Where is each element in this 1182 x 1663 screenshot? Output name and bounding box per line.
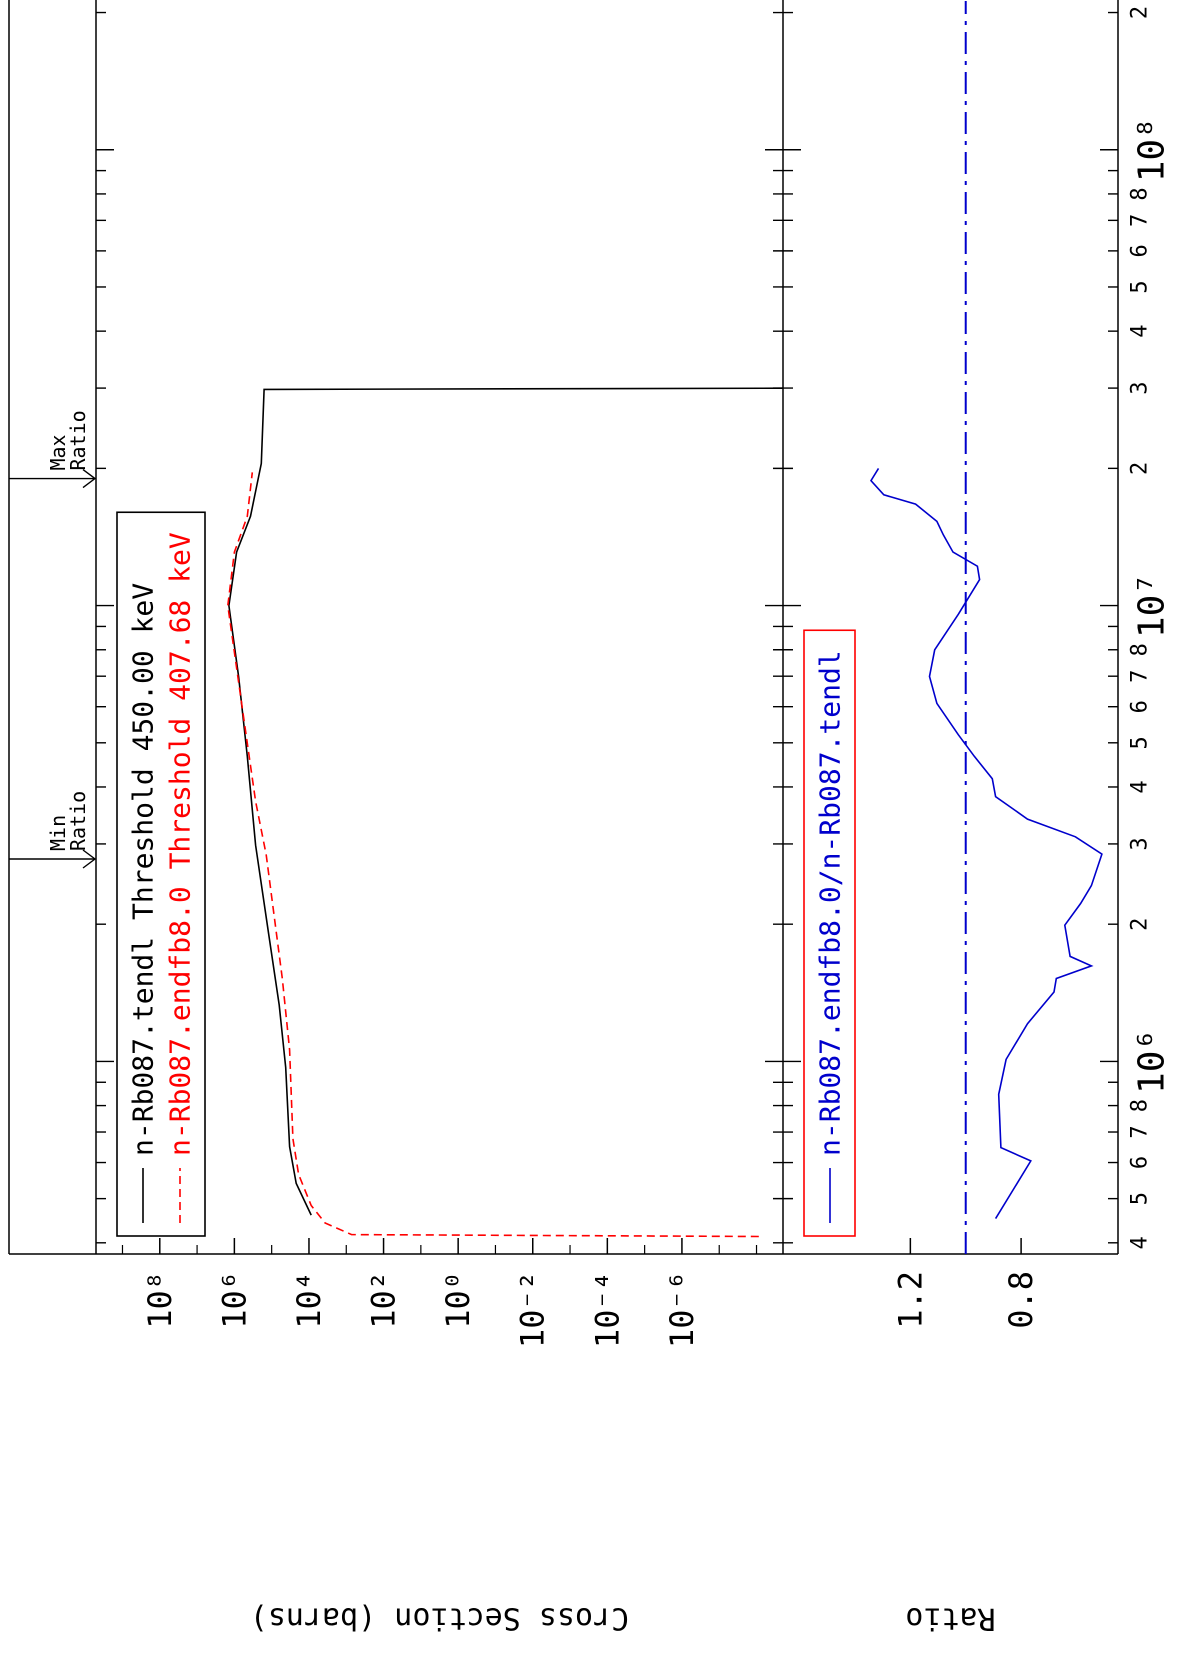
y-axis-title: Ratio	[905, 1601, 995, 1636]
x-tick-label: 6	[1128, 1156, 1153, 1169]
legend-box	[803, 629, 856, 1237]
x-tick-label: 7	[1128, 214, 1153, 227]
legend-label: n-Rb087.endfb8.0/n-Rb087.tendl	[814, 650, 847, 1156]
annotation-label: Ratio	[66, 410, 90, 470]
series-line	[226, 472, 759, 1238]
x-tick-label: 5	[1128, 736, 1153, 749]
x-tick-label: 8	[1128, 1099, 1153, 1112]
x-tick-label: 6	[1128, 700, 1153, 713]
x-tick-label: 5	[1128, 1192, 1153, 1205]
series-group	[226, 387, 783, 1238]
legend-label: n-Rb087.endfb8.0 Threshold 407.68 keV	[164, 532, 197, 1156]
x-tick-label: 3	[1128, 837, 1153, 850]
x-tick-label: 4	[1128, 325, 1153, 338]
y-tick-label: 1.2	[891, 1271, 929, 1329]
annotation-arrowhead	[82, 849, 97, 869]
series-line	[870, 467, 1103, 1220]
x-tick-label: 8	[1128, 643, 1153, 656]
x-tick-label: 10⁸	[1132, 117, 1173, 182]
y-tick-label: 10⁸	[141, 1271, 179, 1329]
x-tick-label: 3	[1128, 381, 1153, 394]
x-tick-label: 8	[1128, 187, 1153, 200]
series-group	[870, 467, 1103, 1220]
x-tick-label: 2	[1128, 462, 1153, 475]
x-tick-label: 10⁷	[1132, 573, 1173, 638]
plot-frame: Cross Section (barns) 10⁸ 10⁶ 10⁴ 10² 10⁰ 10⁻²…	[8, 0, 1173, 1636]
x-tick-label: 4	[1128, 1236, 1153, 1249]
x-tick-label: 10⁶	[1132, 1029, 1173, 1094]
x-tick-label: 2	[1128, 918, 1153, 931]
y-axis-title: Cross Section (barns)	[250, 1601, 629, 1636]
annotation-label: Min	[46, 815, 70, 851]
series-line	[228, 387, 783, 1216]
annotation-label: Ratio	[66, 791, 90, 851]
y-tick-label: 0.8	[1002, 1271, 1040, 1329]
y-tick-label: 10⁻⁴	[588, 1271, 626, 1348]
x-tick-label: 6	[1128, 244, 1153, 257]
x-tick-label: 7	[1128, 1125, 1153, 1138]
y-tick-label: 10⁴	[290, 1271, 328, 1329]
y-tick-label: 10⁻⁶	[663, 1271, 701, 1348]
x-tick-label: 4	[1128, 780, 1153, 793]
x-tick-label: 7	[1128, 670, 1153, 683]
legend-label: n-Rb087.tendl Threshold 450.00 keV	[127, 583, 160, 1156]
legend-box	[116, 511, 206, 1237]
y-tick-label: 10⁶	[215, 1271, 253, 1329]
x-tick-label: 5	[1128, 280, 1153, 293]
y-tick-label: 10⁻²	[514, 1271, 552, 1348]
annotation-arrowhead	[82, 468, 97, 489]
x-tick-label: 2	[1128, 6, 1153, 19]
annotation-label: Max	[46, 434, 70, 470]
y-tick-label: 10⁰	[439, 1271, 477, 1329]
y-tick-label: 10²	[365, 1271, 403, 1329]
